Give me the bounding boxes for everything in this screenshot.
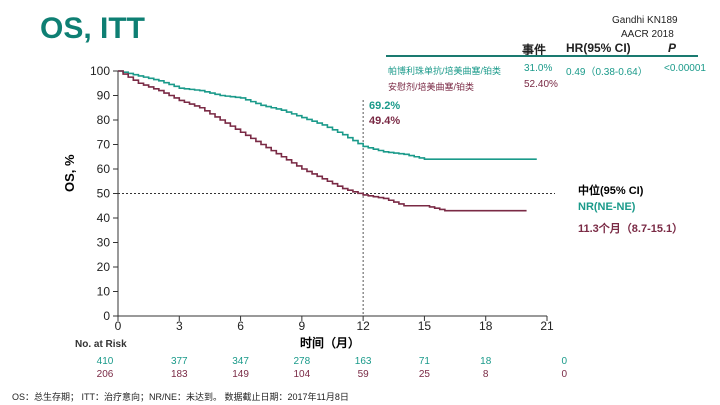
y-tick-label: 10 <box>97 285 111 299</box>
y-tick-label: 60 <box>97 162 111 176</box>
arm1-events: 31.0% <box>524 63 553 74</box>
y-tick-label: 70 <box>97 138 111 152</box>
risk-arm1: 163 <box>354 356 372 367</box>
x-tick-label: 21 <box>540 319 554 333</box>
y-tick-label: 20 <box>97 260 111 274</box>
risk-arm1: 71 <box>418 356 430 367</box>
median-label: 中位(95% CI) <box>578 185 644 197</box>
landmark-arm1: 69.2% <box>369 100 401 112</box>
x-tick-label: 6 <box>237 319 244 333</box>
y-tick-label: 80 <box>97 113 111 127</box>
p-header: P <box>668 41 677 55</box>
x-tick-label: 15 <box>418 319 432 333</box>
y-axis-label: OS, % <box>62 154 77 192</box>
hr-header: HR(95% CI) <box>566 41 631 55</box>
y-tick-label: 50 <box>97 187 111 201</box>
risk-arm1: 377 <box>170 356 188 367</box>
x-axis-label: 时间（月） <box>300 336 361 350</box>
risk-arm2: 183 <box>170 369 188 380</box>
header-divider <box>386 55 698 57</box>
arm1-hr: 0.49（0.38-0.64） <box>566 67 648 78</box>
x-tick-label: 0 <box>115 319 122 333</box>
risk-arm1: 278 <box>293 356 311 367</box>
risk-arm2: 206 <box>96 369 114 380</box>
risk-arm2: 0 <box>561 369 567 380</box>
page-title: OS, ITT <box>40 12 145 45</box>
landmark-arm2: 49.4% <box>369 115 401 127</box>
arm2-name: 安慰剂/培美曲塞/铂类 <box>388 82 475 92</box>
km-curve-1 <box>118 70 537 160</box>
y-tick-label: 40 <box>97 211 111 225</box>
arm1-name: 帕博利珠单抗/培美曲塞/铂类 <box>388 66 502 76</box>
y-tick-label: 100 <box>90 64 110 78</box>
arm1-p: <0.00001 <box>664 63 706 74</box>
risk-arm1: 0 <box>561 356 567 367</box>
footnote: OS：总生存期； ITT：治疗意向；NR/NE：未达到。 数据截止日期：2017… <box>12 392 349 402</box>
x-tick-label: 9 <box>299 319 306 333</box>
risk-arm2: 25 <box>418 369 430 380</box>
y-tick-label: 90 <box>97 89 111 103</box>
risk-arm1: 347 <box>232 356 249 367</box>
median-arm2: 11.3个月（8.7-15.1） <box>578 223 684 235</box>
x-tick-label: 18 <box>479 319 493 333</box>
source-line-2: AACR 2018 <box>621 29 674 40</box>
y-tick-label: 0 <box>103 309 110 323</box>
arm2-events: 52.40% <box>524 79 558 90</box>
events-header: 事件 <box>522 43 547 57</box>
y-tick-label: 30 <box>97 236 111 250</box>
median-arm1: NR(NE-NE) <box>578 201 636 213</box>
x-tick-label: 12 <box>356 319 370 333</box>
risk-arm1: 18 <box>480 356 492 367</box>
source-line-1: Gandhi KN189 <box>612 15 678 26</box>
risk-arm2: 59 <box>357 369 369 380</box>
x-tick-label: 3 <box>176 319 183 333</box>
risk-arm2: 104 <box>293 369 311 380</box>
km-curve-2 <box>118 70 527 212</box>
risk-label: No. at Risk <box>75 339 127 350</box>
risk-arm2: 8 <box>482 369 489 380</box>
risk-arm1: 410 <box>96 356 114 367</box>
risk-arm2: 149 <box>232 369 249 380</box>
